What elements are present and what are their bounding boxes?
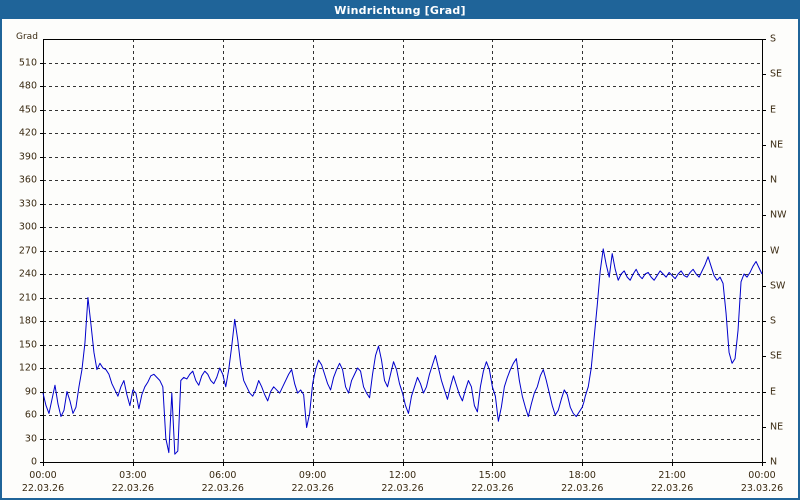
window-title: Windrichtung [Grad] [2,2,798,19]
y-axis-tick-label: 210 [18,292,37,303]
x-axis-date-label: 23.03.26 [740,483,784,494]
y-axis-tick-label: 240 [18,268,37,280]
y-axis-tick-label: 120 [18,362,37,374]
y-axis-tick-label: 90 [24,386,37,397]
y-axis-tick-label: 390 [18,151,37,162]
y-axis-tick-label: 180 [18,315,37,327]
right-axis-tick-label: E [770,104,777,115]
y-axis-tick-label: 0 [30,456,37,468]
x-axis-date-label: 22.03.26 [201,483,244,494]
x-axis-time-label: 18:00 [568,470,596,481]
right-axis-tick-label: S [770,315,777,327]
y-axis-tick-label: 360 [18,174,37,186]
axis-ticks [40,39,766,466]
x-axis-time-label: 00:00 [29,470,57,481]
x-axis-date-label: 22.03.26 [381,483,424,494]
y-axis-tick-label: 510 [18,57,37,68]
chart-canvas: Grad 0 30 60 90 120 150 180 210 240 270 300 330 360 3… [2,19,798,498]
y-axis-tick-label: 450 [18,104,37,115]
y-axis-tick-label: 300 [18,221,37,233]
right-axis-tick-label: SE [770,350,783,362]
right-axis-tick-label: NE [770,139,784,151]
x-axis-time-label: 21:00 [658,470,686,481]
x-axis-time-label: 03:00 [119,470,147,481]
right-axis-tick-label: N [770,174,778,186]
right-axis-tick-label: NW [770,209,787,221]
y-axis-tick-label: 420 [18,127,37,139]
data-series [42,248,763,455]
gridlines [43,39,762,462]
right-axis-tick-label: NE [770,421,784,433]
y-axis-tick-label: 150 [18,339,37,350]
x-axis-time-label: 12:00 [388,470,417,481]
x-axis-date-label: 22.03.26 [291,483,334,494]
y-axis-tick-label: 30 [24,433,37,444]
x-axis-date-label: 22.03.26 [561,483,604,494]
series-line [42,248,763,455]
y-axis-unit-label: Grad [16,32,38,42]
x-axis-time-label: 00:00 [748,470,776,481]
right-axis-tick-label: W [770,245,780,256]
y-axis-tick-label: 60 [24,409,37,421]
x-axis-time-label: 06:00 [209,470,237,481]
y-axis-tick-label: 330 [18,198,37,209]
right-axis-tick-label: SE [770,68,783,80]
right-axis-tick-label: E [770,386,777,397]
x-axis-date-label: 22.03.26 [111,483,155,494]
right-axis-tick-label: S [770,33,777,45]
plot-area [40,39,766,466]
y-axis-tick-label: 270 [18,245,37,256]
x-axis-date-label: 22.03.26 [21,483,65,494]
x-axis-date-label: 22.03.26 [471,483,514,494]
right-axis-tick-label: SW [770,280,786,292]
x-axis-time-label: 15:00 [478,470,507,481]
y-axis-tick-label: 480 [18,80,37,92]
right-axis-tick-label: N [770,456,778,468]
x-axis-date-label: 22.03.26 [650,483,694,494]
x-axis-time-label: 09:00 [298,470,327,481]
